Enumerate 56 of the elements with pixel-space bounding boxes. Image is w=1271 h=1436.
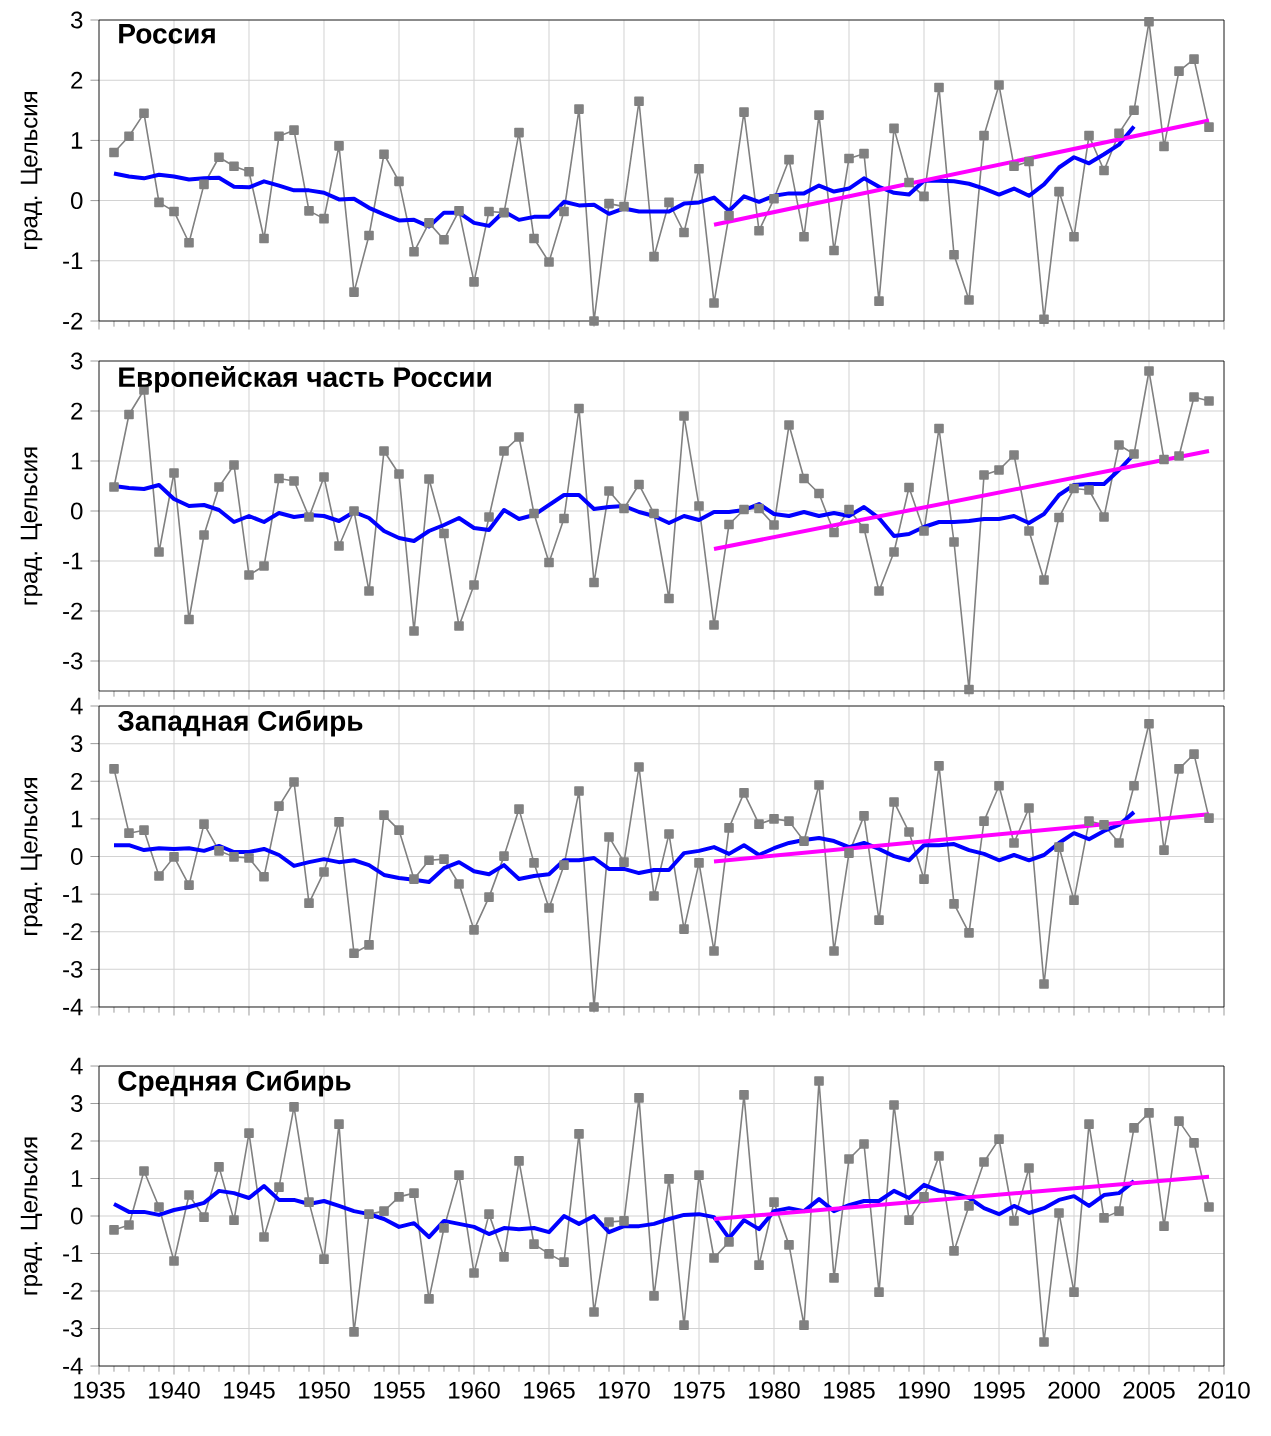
x-tick-label: 1960: [449, 1381, 500, 1399]
y-tick-label: 2: [71, 772, 83, 790]
x-tick-label: 1950: [299, 1381, 350, 1399]
y-tick-label: 0: [70, 192, 83, 210]
y-tick-label: 1: [71, 1170, 83, 1187]
y-tick-label: -3: [63, 652, 83, 670]
y-tick-label: -4: [63, 1357, 83, 1375]
x-tick-label: 1940: [149, 1381, 200, 1399]
y-tick-label: 0: [70, 502, 83, 520]
chart-title: Западная Сибирь: [117, 710, 363, 737]
x-tick-label: 1955: [374, 1381, 425, 1399]
x-tick-label: 1990: [899, 1381, 950, 1399]
x-tick-label: 1975: [674, 1381, 725, 1399]
y-axis-title: град. Цельсия: [20, 1137, 43, 1295]
x-tick-label: 1980: [749, 1381, 800, 1399]
x-tick-label: 2005: [1123, 1381, 1175, 1399]
y-axis-title: град. Цельсия: [20, 447, 43, 605]
x-tick-label: 2000: [1048, 1381, 1100, 1399]
x-tick-label: 1970: [599, 1381, 650, 1399]
x-tick-label: 2010: [1198, 1381, 1250, 1399]
y-tick-label: -2: [63, 923, 83, 941]
y-axis-title: град. Цельсия: [20, 92, 43, 249]
y-tick-label: -2: [63, 602, 83, 620]
x-tick-label: 1995: [974, 1381, 1025, 1399]
y-tick-label: -3: [63, 960, 83, 978]
chart-title: Россия: [119, 24, 215, 44]
y-tick-label: 4: [70, 1057, 83, 1075]
y-tick-label: 3: [70, 1095, 83, 1112]
y-tick-label: -1: [63, 552, 83, 570]
y-tick-label: -4: [63, 998, 83, 1016]
y-tick-label: -1: [63, 252, 83, 270]
y-tick-label: 0: [70, 848, 83, 865]
y-tick-label: -1: [63, 885, 83, 903]
y-tick-label: 2: [71, 1132, 83, 1150]
y-tick-label: -2: [63, 312, 83, 330]
y-tick-label: 2: [71, 71, 83, 89]
chart-title: Европейская часть России: [119, 365, 491, 393]
y-tick-label: 1: [71, 810, 83, 828]
y-tick-label: 3: [70, 735, 83, 753]
y-tick-label: 1: [71, 452, 83, 470]
x-tick-label: 1935: [74, 1381, 125, 1399]
y-tick-label: -1: [63, 1245, 83, 1262]
x-tick-label: 1945: [224, 1381, 275, 1399]
y-tick-label: 4: [70, 697, 83, 715]
y-tick-label: 2: [71, 402, 83, 420]
y-tick-label: -3: [63, 1320, 83, 1337]
line-series: [112, 810, 1136, 885]
y-tick-label: -2: [63, 1282, 83, 1300]
x-tick-label: 1965: [524, 1381, 575, 1399]
y-tick-label: 3: [70, 352, 83, 370]
y-tick-label: 3: [70, 11, 83, 29]
y-axis-title: град. Цельсия: [20, 778, 43, 935]
chart-title: Средняя Сибирь: [118, 1070, 351, 1097]
y-tick-label: 1: [71, 132, 83, 149]
x-tick-label: 1985: [824, 1381, 875, 1399]
y-tick-label: 0: [70, 1207, 83, 1225]
